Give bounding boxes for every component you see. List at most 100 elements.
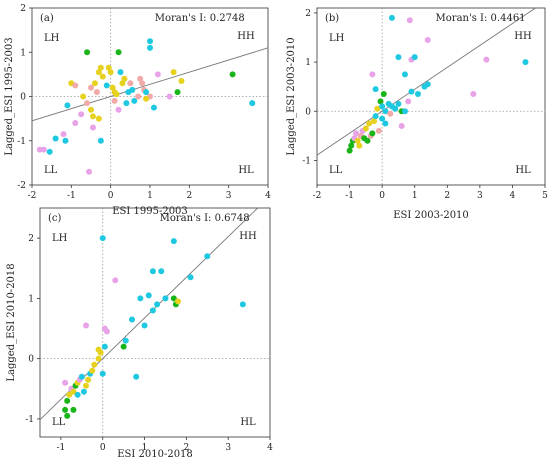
- y-tick-label: 1: [20, 48, 26, 58]
- data-point: [84, 49, 91, 56]
- x-tick-label: 2: [183, 443, 189, 453]
- data-point: [143, 95, 150, 102]
- data-point: [178, 78, 185, 85]
- y-tick-label: 1: [305, 58, 311, 68]
- data-point: [112, 277, 119, 284]
- y-tick-label: 0: [28, 355, 34, 365]
- quadrant-label-lh: LH: [44, 33, 60, 44]
- x-tick-label: 1: [412, 191, 418, 201]
- data-point: [91, 361, 98, 368]
- data-point: [129, 316, 135, 323]
- data-point: [424, 81, 431, 88]
- panel-a: -2 -1 0 1 2 3 4 -2 -1 0 1 2 ESI 1995-2003 Lagged_ESI …: [4, 4, 271, 217]
- data-point: [127, 80, 134, 87]
- x-tick-label: 5: [542, 191, 548, 201]
- data-point: [97, 64, 104, 71]
- data-point: [86, 168, 93, 175]
- x-tick-label: 2: [444, 191, 450, 201]
- data-point: [89, 124, 96, 131]
- data-point: [101, 343, 108, 350]
- data-point: [149, 307, 156, 314]
- quadrant-label-ll: LL: [52, 417, 66, 428]
- data-point: [401, 71, 408, 78]
- data-point: [60, 131, 67, 138]
- data-point: [88, 84, 94, 91]
- data-point: [121, 75, 128, 82]
- data-point: [364, 137, 371, 144]
- y-tick-label: -2: [17, 181, 26, 191]
- data-point: [113, 91, 120, 98]
- data-point: [170, 238, 177, 245]
- data-point: [64, 412, 71, 419]
- data-point: [83, 382, 89, 389]
- data-point: [40, 146, 47, 153]
- data-point: [117, 69, 124, 76]
- x-tick-label: 4: [510, 191, 516, 201]
- data-point: [52, 135, 59, 142]
- data-point: [95, 115, 102, 122]
- data-point: [414, 91, 421, 98]
- data-point: [170, 69, 177, 76]
- quadrant-label-lh: LH: [329, 33, 345, 44]
- y-tick-label: -1: [17, 137, 26, 147]
- data-point: [154, 71, 161, 78]
- data-point: [369, 71, 376, 78]
- x-tick-label: -1: [67, 191, 76, 201]
- data-point: [401, 108, 408, 115]
- data-point: [64, 102, 71, 109]
- data-point: [141, 322, 148, 329]
- y-axis-title: Lagged_ESI 1995-2003: [4, 37, 15, 155]
- x-tick-label: 1: [142, 443, 148, 453]
- data-point: [145, 292, 152, 299]
- data-point: [139, 80, 146, 87]
- data-point: [62, 406, 69, 413]
- data-point: [95, 346, 102, 353]
- data-point: [174, 89, 181, 96]
- data-point: [229, 71, 236, 78]
- data-point: [150, 104, 157, 111]
- data-point: [62, 137, 69, 144]
- data-point: [99, 73, 106, 80]
- data-point: [122, 337, 129, 344]
- data-point: [379, 103, 386, 110]
- data-point: [408, 88, 415, 95]
- quadrant-label-hl: HL: [240, 417, 256, 428]
- data-point: [137, 295, 144, 302]
- data-point: [62, 379, 69, 386]
- data-point: [74, 391, 81, 398]
- data-point: [424, 36, 431, 43]
- data-point: [147, 44, 153, 51]
- data-point: [88, 106, 94, 113]
- data-point: [64, 397, 71, 404]
- data-point: [380, 91, 387, 98]
- data-point: [147, 38, 153, 45]
- data-point: [382, 120, 389, 127]
- data-point: [353, 130, 360, 137]
- data-point: [392, 105, 399, 112]
- data-point: [154, 301, 161, 308]
- x-tick-label: -1: [57, 443, 66, 453]
- x-tick-label: 2: [186, 191, 192, 201]
- data-point: [70, 388, 77, 395]
- y-tick-label: -1: [302, 156, 311, 166]
- data-point: [483, 56, 490, 63]
- data-point: [166, 93, 173, 100]
- data-point: [149, 268, 156, 275]
- plot-frame: [39, 207, 271, 438]
- data-point: [204, 253, 211, 260]
- data-point: [369, 130, 376, 137]
- quadrant-label-hh: HH: [237, 31, 255, 42]
- y-axis-title: Lagged_ESI 2010-2018: [6, 263, 17, 381]
- data-point: [372, 113, 379, 120]
- y-tick-label: -1: [25, 415, 34, 425]
- regression-line: [316, 7, 536, 156]
- data-point: [388, 14, 395, 21]
- data-point: [115, 106, 122, 113]
- data-point: [158, 268, 165, 275]
- data-point: [129, 86, 136, 93]
- morans-i-value: Moran's I: 0.6748: [160, 213, 250, 224]
- data-point: [89, 113, 96, 120]
- x-tick-label: -2: [28, 191, 37, 201]
